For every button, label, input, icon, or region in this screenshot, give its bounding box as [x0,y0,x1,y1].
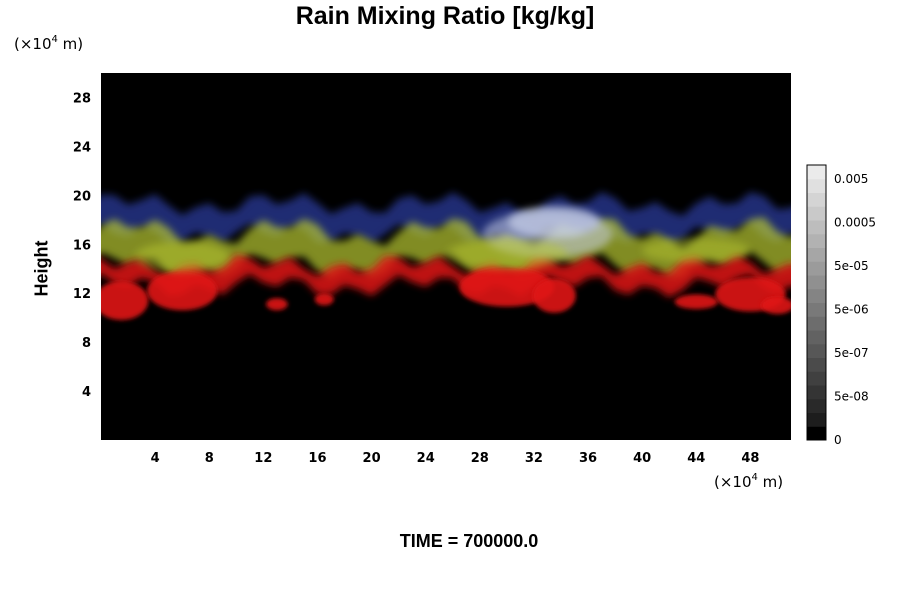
colorbar-label: 0.0005 [834,216,876,230]
rain-core [446,239,568,269]
y-unit-prefix: (×10 [14,35,52,53]
y-tick-label: 16 [73,238,91,253]
x-tick-label: 16 [308,451,326,466]
time-footer: TIME = 700000.0 [399,531,539,551]
rain-cell [532,278,576,313]
x-tick-label: 12 [254,451,272,466]
x-tick-label: 28 [471,451,489,466]
colorbar-level [807,165,826,180]
y-unit-suffix: m) [57,35,84,53]
colorbar-label: 0.005 [834,172,868,186]
colorbar-level [807,412,826,427]
colorbar-level [807,385,826,400]
rain-cell [761,296,791,314]
colorbar-level [807,426,826,441]
rain-cell [314,293,334,306]
x-unit-suffix: m) [757,473,784,491]
colorbar-level [807,398,826,413]
colorbar-level [807,343,826,358]
colorbar-level [807,233,826,248]
y-unit-exponent: 4 [51,34,58,45]
chart-title: Rain Mixing Ratio [kg/kg] [295,2,595,30]
x-tick-label: 36 [579,451,597,466]
y-tick-label: 8 [82,336,91,351]
x-tick-label: 40 [633,451,651,466]
colorbar-frame [806,164,827,441]
colorbar-level [807,192,826,207]
y-tick-label: 24 [73,140,91,155]
y-tick-label: 20 [73,189,91,204]
x-unit-prefix: (×10 [714,473,752,491]
rain-cell [266,298,288,311]
rain-cell [459,267,555,307]
colorbar-level [807,316,826,331]
rain-cell [147,271,218,311]
rain-core [134,241,230,272]
colorbar-level [807,302,826,317]
y-tick-label: 4 [82,385,91,400]
x-tick-label: 8 [205,451,214,466]
colorbar-level [807,178,826,193]
colorbar-level [807,220,826,235]
x-tick-label: 4 [151,451,160,466]
rain-field [101,192,791,321]
x-tick-label: 44 [687,451,705,466]
colorbar-level [807,288,826,303]
x-axis-unit: (×104 m) [714,472,783,491]
colorbar-label: 5e-07 [834,346,869,360]
x-tick-label: 32 [525,451,543,466]
y-axis-ticks: 4 8 12 16 20 24 28 [73,91,91,400]
colorbar-label: 5e-08 [834,390,869,404]
colorbar-label: 5e-05 [834,259,869,273]
x-axis-ticks: 4 8 12 16 20 24 28 32 36 40 44 48 [151,451,760,466]
rain-core [508,206,601,239]
colorbar-level [807,357,826,372]
x-tick-label: 48 [741,451,759,466]
rain-cell [101,280,149,321]
mid-layer-band [101,217,791,280]
x-tick-label: 20 [363,451,381,466]
x-tick-label: 24 [417,451,435,466]
low-layer-band [101,254,791,298]
colorbar-level [807,330,826,345]
colorbar-level [807,247,826,262]
y-tick-label: 12 [73,287,91,302]
x-unit-exponent: 4 [751,472,758,483]
colorbar: 0.005 0.0005 5e-05 5e-06 5e-07 5e-08 0 [806,164,876,447]
colorbar-level [807,371,826,386]
y-tick-label: 28 [73,91,91,106]
colorbar-level [807,275,826,290]
rain-cell [674,294,718,310]
colorbar-level [807,206,826,221]
colorbar-level [807,261,826,276]
rain-core [642,238,751,263]
colorbar-label: 0 [834,433,842,447]
colorbar-label: 5e-06 [834,303,869,317]
y-axis-unit: (×104 m) [14,34,83,53]
